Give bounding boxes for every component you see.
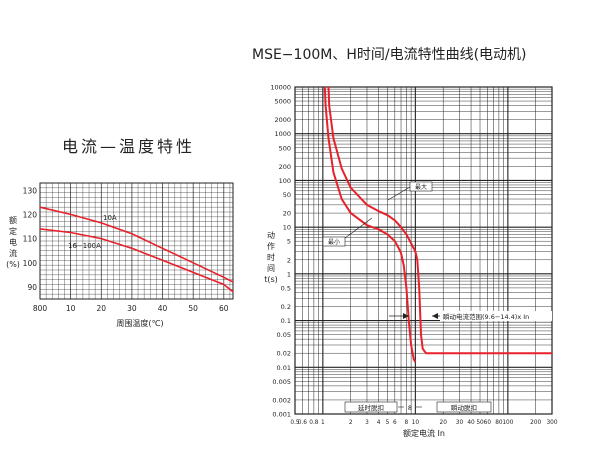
right-y-tick-label: 0.01: [277, 364, 291, 372]
right-y-tick-label: 2000: [274, 116, 291, 124]
left-y-axis-label: 额定电流(%): [6, 215, 20, 269]
right-y-tick-label: 10000: [270, 84, 291, 92]
right-x-tick-label: 0.8: [309, 420, 319, 426]
left-x-tick-label: 10: [66, 304, 76, 313]
right-x-tick-label: 100: [502, 420, 513, 426]
right-x-tick-label: 200: [530, 420, 541, 426]
right-x-tick-label: 4: [377, 420, 381, 426]
right-x-tick-label: 6: [393, 420, 397, 426]
right-x-tick-label: 8: [405, 420, 409, 426]
right-y-tick-label: 5000: [274, 98, 291, 106]
right-x-tick-label: 300: [546, 420, 557, 426]
left-chart-title: 电流—温度特性: [62, 137, 196, 156]
right-chart-title: MSE−100M、H时间/电流特性曲线(电动机): [252, 47, 527, 63]
right-x-tick-label: 50: [476, 420, 484, 426]
right-x-tick-label: 20: [440, 420, 448, 426]
right-y-tick-label: 0.05: [277, 331, 291, 339]
right-y-tick-label: 2: [287, 256, 291, 264]
right-y-tick-label: 0.5: [281, 284, 291, 292]
right-y-tick-label: 0.2: [281, 303, 291, 311]
right-series-line-0: [327, 86, 552, 355]
left-x-tick-label: 60: [219, 304, 229, 313]
max-callout: 最大: [387, 181, 433, 201]
max-curve-label: 最大: [415, 183, 427, 191]
left-x-tick-label: 40: [158, 304, 168, 313]
min-curve-label: 最小: [328, 238, 340, 246]
right-y-axis-label: 动作时间 t(s): [264, 230, 278, 284]
left-x-tick-label: 20: [96, 304, 106, 313]
min-callout: 最小: [322, 217, 373, 247]
right-series-line-1: [323, 86, 417, 363]
right-y-tick-label: 20: [283, 210, 291, 218]
left-y-tick-label: 90: [27, 283, 37, 292]
temperature-current-chart: 800 10 20 30 40 50 60 130 120 110 100 90 额定电流(%) 周围…: [6, 182, 234, 328]
right-y-tick-label: 0.005: [272, 378, 291, 386]
left-y-tick-label: 110: [23, 235, 38, 244]
right-y-tick-label: 0.1: [281, 317, 291, 325]
right-x-tick-label: 30: [456, 420, 464, 426]
left-y-tick-label: 120: [23, 210, 38, 219]
right-y-tick-label: 10: [283, 224, 291, 232]
time-current-chart: 0.50.6 0.8 1 2 3 4 5 6 8 10 20 30 40 50 60 80 100 200 3001…: [264, 84, 558, 439]
right-y-tick-label: 50: [283, 191, 291, 199]
left-plot-frame: [39, 182, 234, 300]
right-y-tick-label: 0.002: [272, 396, 291, 404]
delay-mark-label: 8: [408, 404, 412, 412]
right-x-tick-label: 3: [365, 420, 369, 426]
trip-zone-band: 延时脱扣 8 瞬动脱扣: [344, 401, 492, 413]
left-y-tick-label: 130: [23, 186, 38, 195]
right-y-tick-label: 5: [287, 238, 291, 246]
right-y-tick-label: 200: [279, 163, 291, 171]
right-x-tick-label: 0.5: [290, 420, 300, 426]
series-label-16-100a: 16−100A: [68, 242, 101, 250]
left-series-line-0: [39, 206, 234, 283]
right-plot-frame: [294, 86, 553, 415]
right-y-tick-label: 1: [287, 270, 291, 278]
right-y-tick-label: 100: [279, 177, 291, 185]
instant-range-label: 瞬动电流范围(9.6−14.4)x In: [443, 312, 529, 321]
right-x-tick-label: 40: [467, 420, 475, 426]
left-x-tick-label: 50: [188, 304, 198, 313]
instant-trip-label: 瞬动脱扣: [451, 403, 477, 412]
right-x-axis-label: 额定电流 In: [403, 428, 445, 438]
series-label-10a: 10A: [103, 214, 117, 222]
right-y-tick-label: 0.02: [277, 350, 291, 358]
right-x-tick-label: 2: [349, 420, 353, 426]
right-y-tick-label: 1000: [274, 130, 291, 138]
right-x-tick-label: 1: [321, 420, 325, 426]
left-y-tick-label: 100: [23, 259, 38, 268]
right-x-tick-label: 0.6: [298, 420, 308, 426]
right-x-tick-label: 60: [484, 420, 492, 426]
right-y-tick-label: 500: [279, 144, 291, 152]
left-series-line-1: [39, 228, 234, 293]
right-x-tick-label: 10: [412, 420, 420, 426]
left-x-tick-label: 800: [33, 304, 48, 313]
delay-trip-label: 延时脱扣: [358, 403, 384, 412]
left-x-axis-label: 周围温度(℃): [116, 318, 163, 328]
instant-range-callout: 瞬动电流范围(9.6−14.4)x In: [389, 311, 552, 321]
left-x-tick-label: 30: [127, 304, 137, 313]
right-x-tick-label: 5: [386, 420, 390, 426]
right-x-tick-label: 80: [495, 420, 503, 426]
right-y-tick-label: 0.001: [272, 411, 291, 419]
